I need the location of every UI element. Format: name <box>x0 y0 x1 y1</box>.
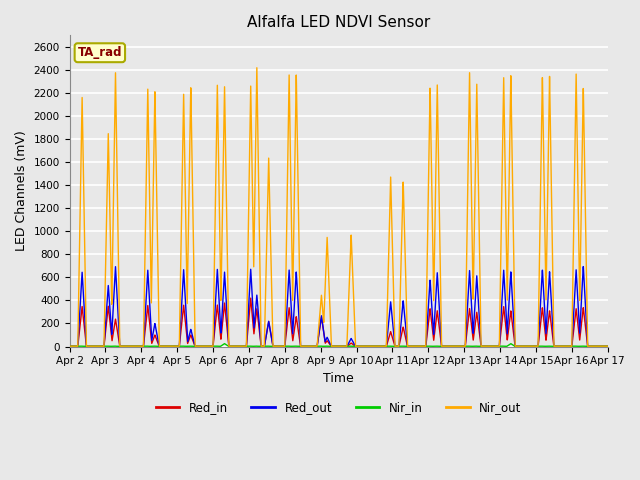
Title: Alfalfa LED NDVI Sensor: Alfalfa LED NDVI Sensor <box>247 15 430 30</box>
Red_in <box>604 343 612 349</box>
X-axis label: Time: Time <box>323 372 354 385</box>
Red_out <box>604 343 612 349</box>
Line: Nir_out: Nir_out <box>70 68 608 346</box>
Nir_out <box>604 343 612 349</box>
Red_out <box>388 316 396 322</box>
Nir_out <box>388 242 396 248</box>
Nir_in <box>604 343 612 349</box>
Red_out <box>163 343 171 349</box>
Red_in <box>467 320 475 326</box>
Red_out <box>508 289 516 295</box>
Nir_in <box>508 342 516 348</box>
Red_out <box>415 343 423 349</box>
Line: Red_out: Red_out <box>70 266 608 346</box>
Nir_out <box>416 343 424 349</box>
Nir_in <box>163 343 171 349</box>
Nir_out <box>66 343 74 349</box>
Nir_in <box>415 343 423 349</box>
Red_out <box>66 343 74 349</box>
Line: Red_in: Red_in <box>70 298 608 346</box>
Red_in <box>66 343 74 349</box>
Nir_in <box>388 343 396 349</box>
Line: Nir_in: Nir_in <box>70 344 608 346</box>
Red_out <box>271 343 279 349</box>
Nir_out <box>253 65 260 71</box>
Red_out <box>467 294 475 300</box>
Nir_in <box>507 341 515 347</box>
Red_in <box>388 335 396 340</box>
Red_out <box>579 264 587 269</box>
Red_in <box>508 318 516 324</box>
Nir_in <box>467 343 475 349</box>
Legend: Red_in, Red_out, Nir_in, Nir_out: Red_in, Red_out, Nir_in, Nir_out <box>151 396 526 419</box>
Nir_out <box>467 173 475 179</box>
Red_in <box>163 343 171 349</box>
Red_in <box>271 343 279 349</box>
Nir_out <box>271 343 279 349</box>
Red_in <box>416 343 424 349</box>
Nir_in <box>66 343 74 349</box>
Red_in <box>247 295 255 301</box>
Nir_in <box>271 343 279 349</box>
Text: TA_rad: TA_rad <box>77 46 122 59</box>
Y-axis label: LED Channels (mV): LED Channels (mV) <box>15 131 28 252</box>
Nir_out <box>508 152 516 158</box>
Nir_out <box>163 343 171 349</box>
